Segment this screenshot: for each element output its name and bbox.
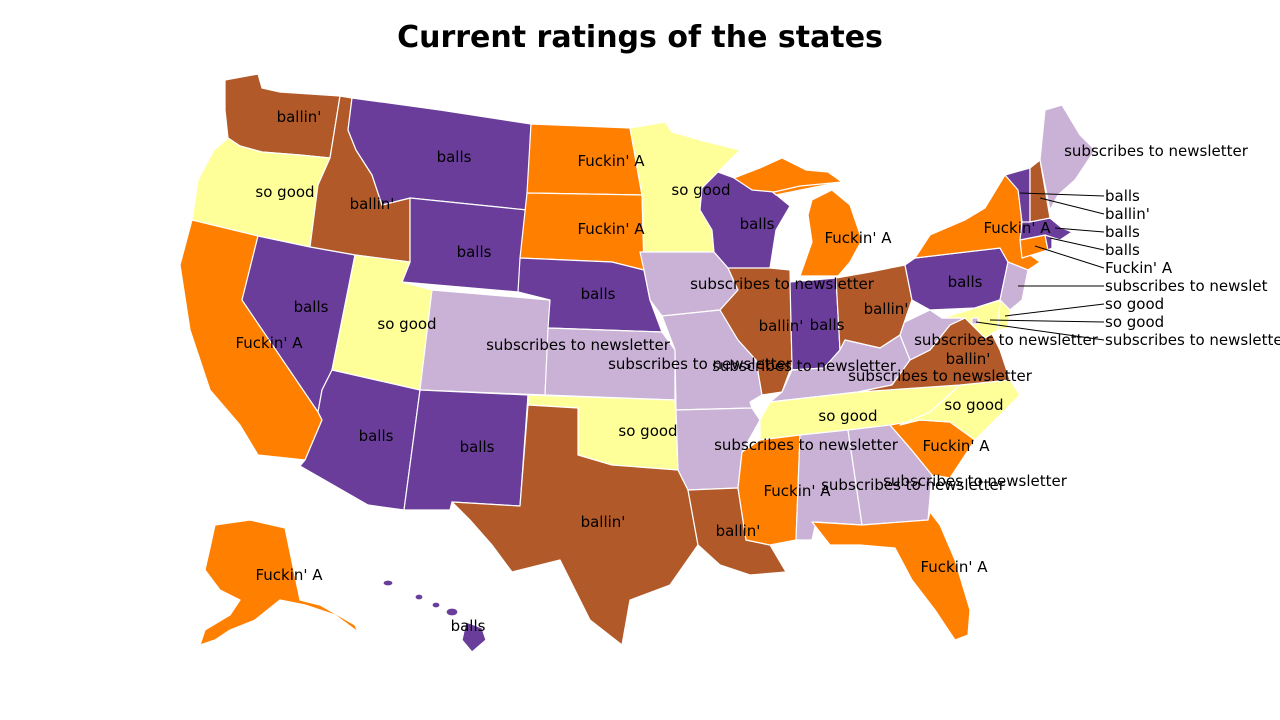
label-sc: Fuckin' A bbox=[922, 437, 990, 455]
label-ny: Fuckin' A bbox=[983, 219, 1051, 237]
callout-label: subscribes to newsletterDC bbox=[1105, 331, 1280, 349]
label-or: so good bbox=[255, 183, 314, 201]
label-mo: subscribes to newsletter bbox=[712, 357, 897, 375]
leader-dc bbox=[975, 321, 1105, 341]
label-nc: so good bbox=[944, 396, 1003, 414]
label-nm: balls bbox=[460, 438, 495, 456]
label-co: subscribes to newsletter bbox=[486, 336, 671, 354]
leader-ct bbox=[1034, 245, 1105, 269]
label-sd: Fuckin' A bbox=[577, 220, 645, 238]
label-il: ballin' bbox=[759, 317, 804, 335]
label-ar: subscribes to newsletter bbox=[714, 436, 899, 454]
leader-vt bbox=[1019, 192, 1105, 197]
state-illinois[interactable] bbox=[719, 267, 793, 396]
label-hi: balls bbox=[451, 617, 486, 635]
callout-label: Fuckin' A bbox=[1105, 259, 1173, 277]
state-wyoming[interactable] bbox=[401, 197, 528, 293]
label-mt: balls bbox=[437, 148, 472, 166]
state-michigan-upper[interactable] bbox=[733, 157, 843, 193]
state-texas[interactable] bbox=[451, 404, 699, 646]
label-al: subscribes to newsletter bbox=[821, 476, 1006, 494]
label-az: balls bbox=[359, 427, 394, 445]
label-wa: ballin' bbox=[277, 108, 322, 126]
leader-md bbox=[989, 319, 1105, 323]
label-la: ballin' bbox=[716, 522, 761, 540]
callout-label: ballin' bbox=[1105, 205, 1150, 223]
leader-nh bbox=[1039, 197, 1105, 215]
label-mi: Fuckin' A bbox=[824, 229, 892, 247]
label-id: ballin' bbox=[350, 195, 395, 213]
label-tx: ballin' bbox=[581, 513, 626, 531]
label-me: subscribes to newsletter bbox=[1064, 142, 1249, 160]
label-oh: ballin' bbox=[864, 300, 909, 318]
callout-leader-lines bbox=[975, 192, 1105, 341]
state-florida[interactable] bbox=[811, 511, 971, 641]
callout-label: subscribes to newslet bbox=[1105, 277, 1268, 295]
state-north-carolina[interactable] bbox=[899, 379, 1021, 441]
label-ms: Fuckin' A bbox=[763, 482, 831, 500]
state-new-jersey[interactable] bbox=[999, 261, 1029, 311]
label-wy: balls bbox=[457, 243, 492, 261]
label-ca: Fuckin' A bbox=[235, 334, 303, 352]
state-west-virginia[interactable] bbox=[899, 299, 966, 361]
label-ok: so good bbox=[618, 422, 677, 440]
callout-label: balls bbox=[1105, 241, 1140, 259]
state-labels: ballin' so good Fuckin' A ballin' balls … bbox=[235, 108, 1248, 635]
state-wisconsin[interactable] bbox=[699, 171, 791, 273]
state-new-hampshire[interactable] bbox=[1029, 159, 1051, 223]
state-montana[interactable] bbox=[347, 97, 532, 211]
label-ks: subscribes to newsletter bbox=[608, 355, 793, 373]
label-nd: Fuckin' A bbox=[577, 152, 645, 170]
label-ut: so good bbox=[377, 315, 436, 333]
callout-label: so good bbox=[1105, 295, 1164, 313]
label-ne: balls bbox=[581, 285, 616, 303]
state-dc[interactable] bbox=[971, 317, 979, 325]
callout-label: so good bbox=[1105, 313, 1164, 331]
state-massachusetts[interactable] bbox=[1019, 217, 1073, 241]
callout-label: balls bbox=[1105, 187, 1140, 205]
label-fl: Fuckin' A bbox=[920, 558, 988, 576]
label-pa: balls bbox=[948, 273, 983, 291]
state-vermont[interactable] bbox=[1004, 167, 1031, 223]
leader-ri bbox=[1049, 237, 1105, 251]
label-wi: balls bbox=[740, 215, 775, 233]
label-in: balls bbox=[810, 316, 845, 334]
state-maine[interactable] bbox=[1039, 104, 1096, 211]
state-hawaii[interactable] bbox=[382, 579, 487, 653]
state-maryland[interactable] bbox=[941, 299, 1001, 339]
label-ga: subscribes to newsletter bbox=[883, 472, 1068, 490]
label-ia: subscribes to newsletter bbox=[690, 275, 875, 293]
map-title: Current ratings of the states bbox=[397, 20, 883, 55]
state-alaska[interactable] bbox=[199, 519, 359, 646]
label-tn: so good bbox=[818, 407, 877, 425]
label-mn: so good bbox=[671, 181, 730, 199]
state-michigan-lower[interactable] bbox=[799, 189, 863, 277]
callout-labels: balls ballin' balls balls Fuckin' A subs… bbox=[1105, 187, 1280, 349]
callout-label: balls bbox=[1105, 223, 1140, 241]
leader-de bbox=[1004, 303, 1105, 317]
label-wv: subscribes to newsletter bbox=[914, 331, 1099, 349]
label-va: ballin' bbox=[946, 350, 991, 368]
label-nv: balls bbox=[294, 298, 329, 316]
leader-ma bbox=[1054, 227, 1105, 233]
label-ak: Fuckin' A bbox=[255, 566, 323, 584]
label-ky: subscribes to newsletter bbox=[848, 367, 1033, 385]
